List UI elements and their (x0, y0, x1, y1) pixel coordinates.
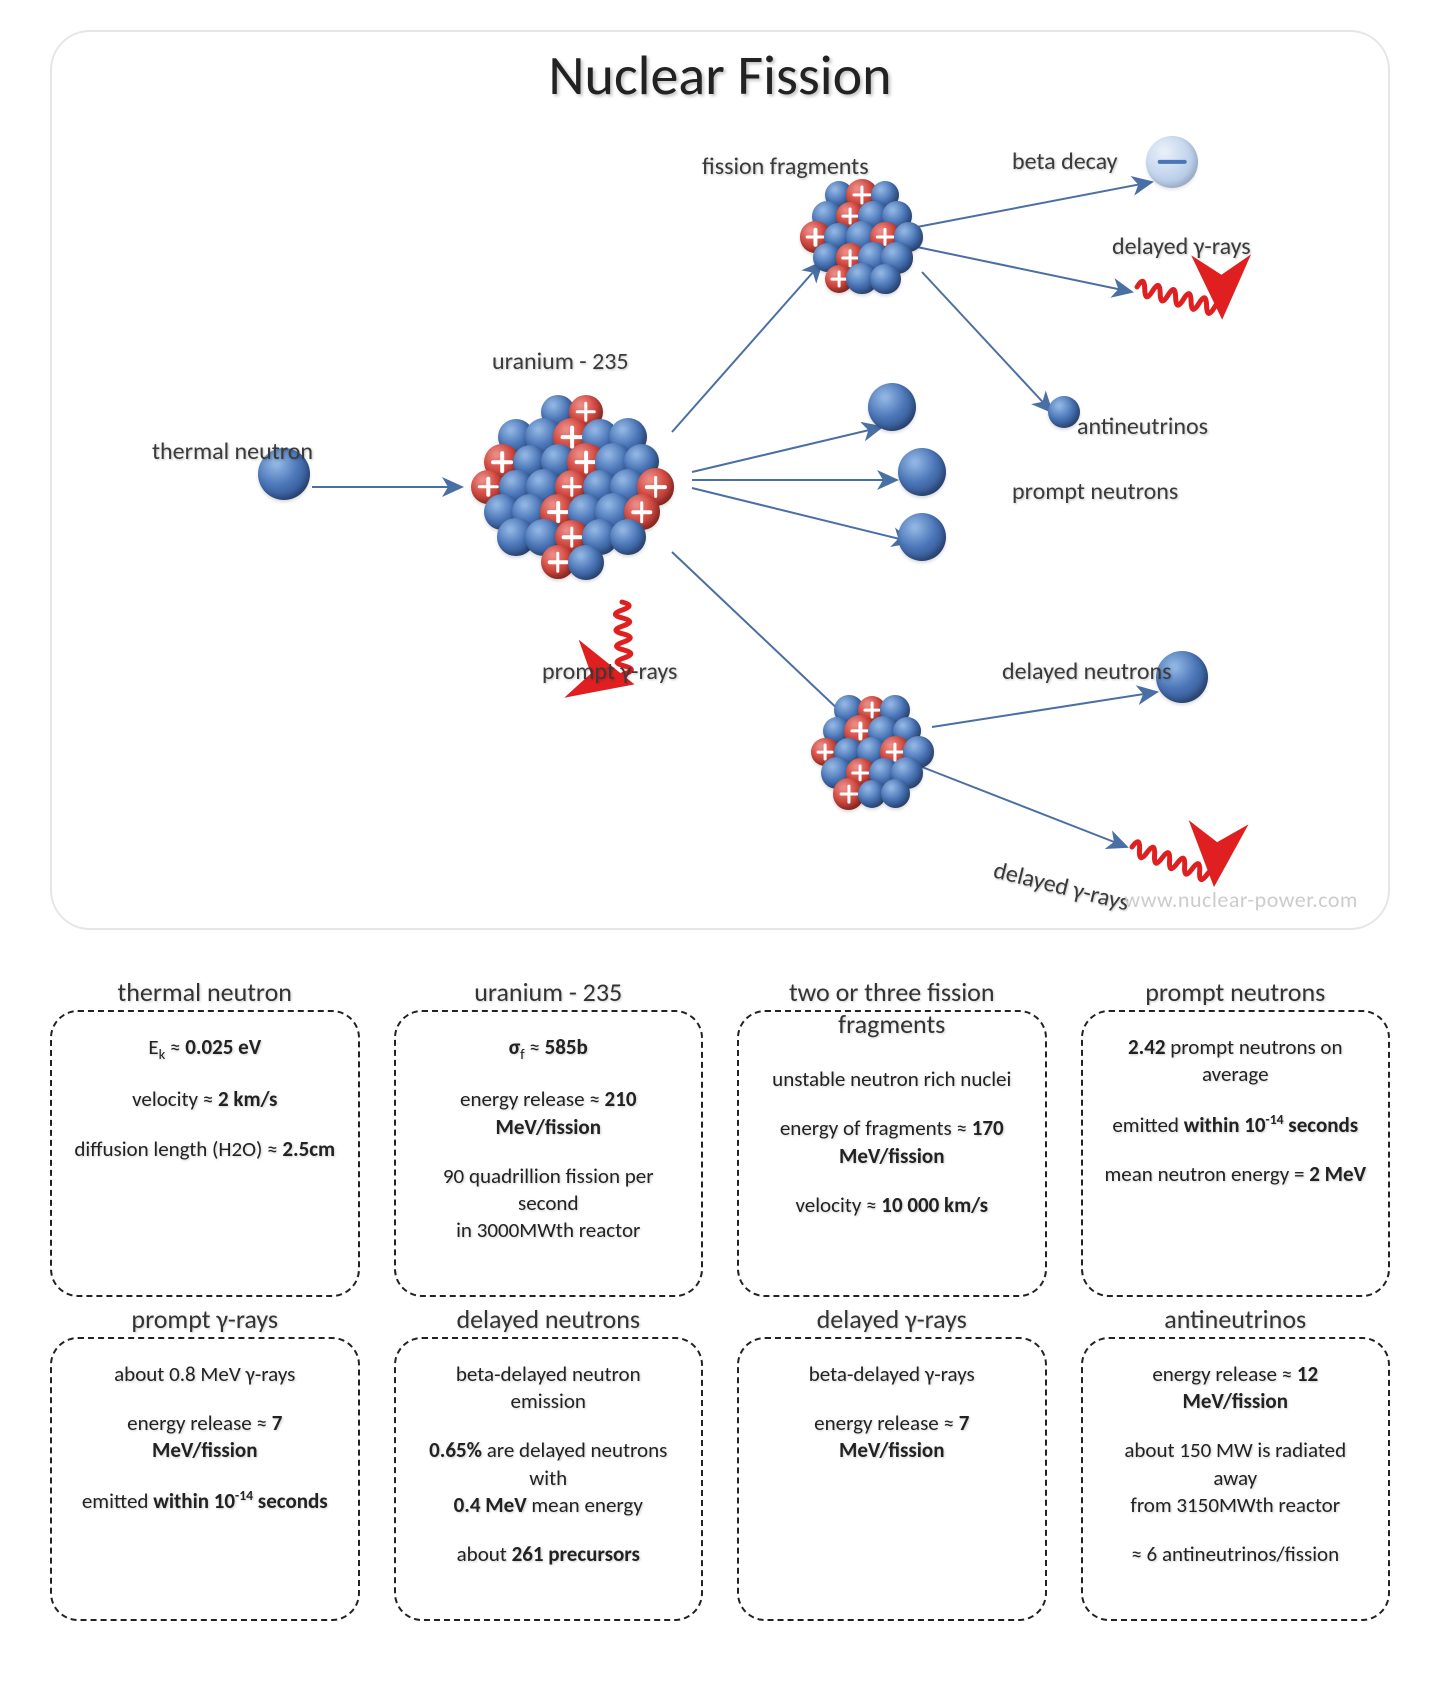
card-line: 90 quadrillion fission per secondin 3000… (418, 1163, 680, 1245)
card-line: 0.65% are delayed neutrons with0.4 MeV m… (418, 1437, 680, 1519)
card-title: prompt γ-rays (74, 1303, 336, 1335)
card-title: prompt neutrons (1105, 976, 1367, 1008)
label-prompt-neutrons: prompt neutrons (1012, 477, 1178, 506)
label-delayed-gamma-top: delayed γ-rays (1112, 232, 1251, 261)
card-line: about 0.8 MeV γ-rays (74, 1361, 336, 1388)
card-title: thermal neutron (74, 976, 336, 1008)
info-card: prompt γ-raysabout 0.8 MeV γ-raysenergy … (50, 1337, 360, 1621)
card-line: emitted within 10-14 seconds (74, 1487, 336, 1515)
card-title: antineutrinos (1105, 1303, 1367, 1335)
card-title: delayed γ-rays (761, 1303, 1023, 1335)
label-delayed-neutrons: delayed neutrons (1002, 657, 1172, 686)
card-line: diffusion length (H2O) ≈ 2.5cm (74, 1136, 336, 1163)
watermark: www.nuclear-power.com (1124, 886, 1358, 913)
info-card: two or three fission fragmentsunstable n… (737, 1010, 1047, 1297)
diagram-card: Nuclear Fission thermal neutron uranium … (50, 30, 1390, 930)
card-line: energy release ≈ 7 MeV/fission (74, 1410, 336, 1465)
info-card: prompt neutrons2.42 prompt neutrons on a… (1081, 1010, 1391, 1297)
card-line: ≈ 6 antineutrinos/fission (1105, 1541, 1367, 1568)
card-line: mean neutron energy = 2 MeV (1105, 1161, 1367, 1188)
label-antineutrinos: antineutrinos (1077, 412, 1208, 441)
label-uranium: uranium - 235 (492, 347, 629, 376)
info-card: antineutrinosenergy release ≈ 12 MeV/fis… (1081, 1337, 1391, 1621)
card-line: velocity ≈ 10 000 km/s (761, 1192, 1023, 1219)
card-line: energy release ≈ 12 MeV/fission (1105, 1361, 1367, 1416)
card-title: delayed neutrons (418, 1303, 680, 1335)
card-line: Ek ≈ 0.025 eV (74, 1034, 336, 1064)
label-thermal-neutron: thermal neutron (152, 437, 313, 466)
card-line: unstable neutron rich nuclei (761, 1066, 1023, 1093)
card-line: about 261 precursors (418, 1541, 680, 1568)
card-line: σf ≈ 585b (418, 1034, 680, 1064)
card-line: energy release ≈ 7 MeV/fission (761, 1410, 1023, 1465)
info-card: delayed γ-raysbeta-delayed γ-raysenergy … (737, 1337, 1047, 1621)
info-card: delayed neutronsbeta-delayed neutron emi… (394, 1337, 704, 1621)
card-title: two or three fission fragments (761, 976, 1023, 1040)
card-line: beta-delayed γ-rays (761, 1361, 1023, 1388)
label-fission-fragments: fission fragments (702, 152, 869, 181)
card-line: emitted within 10-14 seconds (1105, 1111, 1367, 1139)
card-line: 2.42 prompt neutrons on average (1105, 1034, 1367, 1089)
card-line: energy of fragments ≈ 170MeV/fission (761, 1115, 1023, 1170)
label-beta-decay: beta decay (1012, 147, 1118, 176)
card-line: velocity ≈ 2 km/s (74, 1086, 336, 1113)
info-card: thermal neutronEk ≈ 0.025 eVvelocity ≈ 2… (50, 1010, 360, 1297)
cards-row: thermal neutronEk ≈ 0.025 eVvelocity ≈ 2… (50, 1010, 1390, 1297)
card-line: energy release ≈ 210 MeV/fission (418, 1086, 680, 1141)
info-cards: thermal neutron Ek ≈ 0.025 eV velocity ≈ 2… (40, 960, 1400, 1621)
cards-row: prompt γ-raysabout 0.8 MeV γ-raysenergy … (50, 1337, 1390, 1621)
card-line: beta-delayed neutron emission (418, 1361, 680, 1416)
card-line: about 150 MW is radiated awayfrom 3150MW… (1105, 1437, 1367, 1519)
card-title: uranium - 235 (418, 976, 680, 1008)
info-card: uranium - 235σf ≈ 585benergy release ≈ 2… (394, 1010, 704, 1297)
label-prompt-gamma: prompt γ-rays (542, 657, 677, 686)
